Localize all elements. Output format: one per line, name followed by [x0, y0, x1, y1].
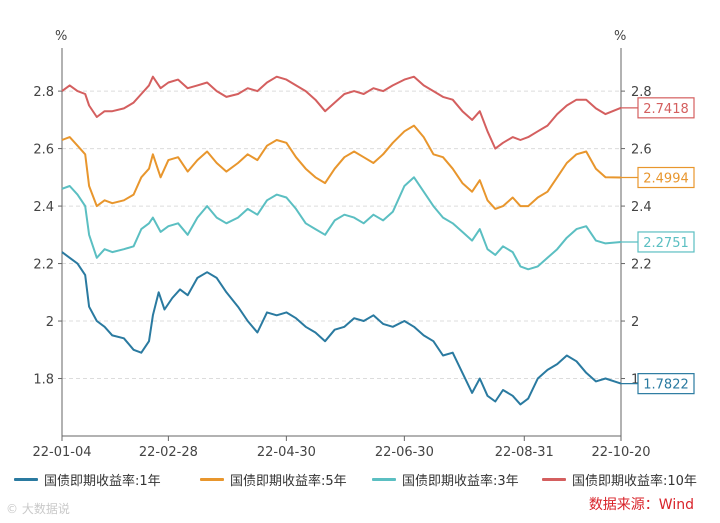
- legend-label-5y: 国债即期收益率:5年: [230, 474, 347, 489]
- end-label-text: 2.7418: [643, 102, 689, 117]
- x-tick-label: 22-04-30: [257, 445, 316, 460]
- legend-swatch-5y: [200, 478, 224, 481]
- y-tick-label-left: 2.6: [33, 143, 54, 158]
- series-line-1y: [61, 251, 622, 406]
- end-label-box: [637, 373, 695, 395]
- x-tick-label: 22-08-31: [495, 445, 554, 460]
- end-label-text: 2.2751: [643, 236, 689, 251]
- y-tick-label-left: 2: [46, 315, 54, 330]
- series-lines: [61, 75, 622, 406]
- y-tick-label-right: 2.4: [631, 200, 652, 215]
- series-line-10y: [61, 75, 622, 150]
- end-label-box: [637, 166, 695, 189]
- x-tick-label: 22-01-04: [32, 445, 91, 460]
- y-tick-label-left: 2.2: [33, 258, 54, 273]
- legend-label-1y: 国债即期收益率:1年: [44, 474, 161, 489]
- legend-swatch-1y: [14, 478, 38, 481]
- y-tick-label-right: 2: [631, 315, 639, 330]
- legend-item-1y: 国债即期收益率:1年: [14, 470, 161, 489]
- legend-item-5y: 国债即期收益率:5年: [200, 470, 347, 489]
- y-tick-label-left: 2.8: [33, 85, 54, 100]
- series-line-5y: [61, 124, 622, 210]
- y-tick-label-right: 2.6: [631, 143, 652, 158]
- data-source: 数据来源：Wind: [588, 497, 694, 513]
- legend-swatch-3y: [372, 478, 396, 481]
- legend-swatch-10y: [542, 478, 566, 481]
- y-tick-label-left: 2.4: [33, 200, 54, 215]
- x-tick-label: 22-10-20: [591, 445, 650, 460]
- x-ticks: 22-01-04 22-02-28 22-04-30 22-06-30 22-08-31…: [32, 436, 651, 460]
- y-tick-label-right: 2.2: [631, 258, 652, 273]
- legend-label-10y: 国债即期收益率:10年: [572, 474, 697, 489]
- left-axis-unit: %: [55, 29, 67, 44]
- series-line-3y: [61, 176, 622, 271]
- x-tick-label: 22-06-30: [375, 445, 434, 460]
- end-label-text: 2.4994: [643, 172, 689, 187]
- legend-item-10y: 国债即期收益率:10年: [542, 470, 697, 489]
- end-label-box: [637, 231, 695, 253]
- x-tick-label: 22-02-28: [139, 445, 198, 460]
- end-label-box: [637, 97, 695, 119]
- legend-label-3y: 国债即期收益率:3年: [402, 474, 519, 489]
- grid-lines: [62, 90, 621, 380]
- watermark: © 大数据说: [6, 502, 70, 516]
- y-tick-label-left: 1.8: [33, 373, 54, 388]
- y-tick-label-right: 2.8: [631, 85, 652, 100]
- legend: 国债即期收益率:1年 国债即期收益率:5年 国债即期收益率:3年 国债即期收益率…: [14, 470, 714, 492]
- legend-item-3y: 国债即期收益率:3年: [372, 470, 519, 489]
- end-label-text: 1.7822: [643, 378, 689, 393]
- end-labels: 1.7822 2.4994 2.2751 2.7418: [621, 97, 695, 395]
- right-axis-unit: %: [614, 29, 626, 44]
